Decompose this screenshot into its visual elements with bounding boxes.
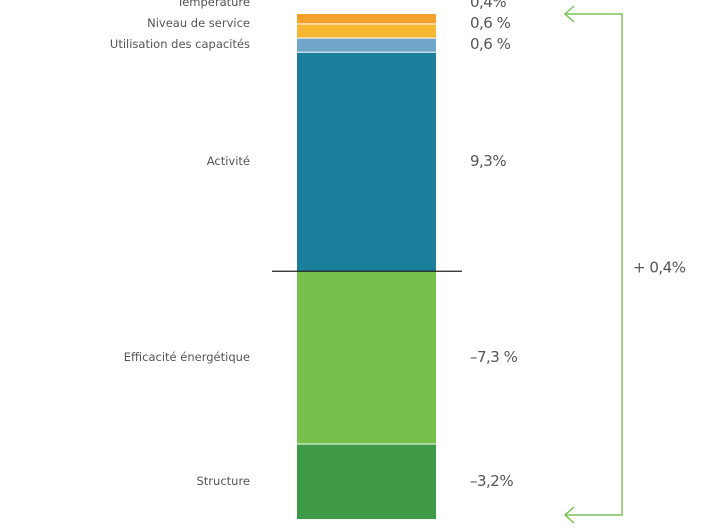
segment-label: Activité [207,154,250,168]
segment [297,14,436,24]
arrow-head [563,5,575,23]
segment-label: Température [176,0,250,9]
value-label: 0,4% [470,0,506,11]
value-label: 0,6 % [470,35,511,53]
value-label: –7,3 % [470,348,518,366]
segment-label: Structure [197,474,251,488]
segment-label: Niveau de service [147,16,250,30]
segment [297,444,436,520]
segment-label: Efficacité énergétique [124,350,250,364]
segment [297,52,436,272]
total-bracket [565,13,623,516]
segment [297,271,436,444]
segment [297,24,436,38]
segment-label: Utilisation des capacités [110,37,250,51]
value-label: –3,2% [470,472,513,490]
value-label: 9,3% [470,152,506,170]
total-label: + 0,4% [633,259,686,277]
arrow-head [563,506,575,524]
value-label: 0,6 % [470,14,511,32]
segment [297,38,436,52]
